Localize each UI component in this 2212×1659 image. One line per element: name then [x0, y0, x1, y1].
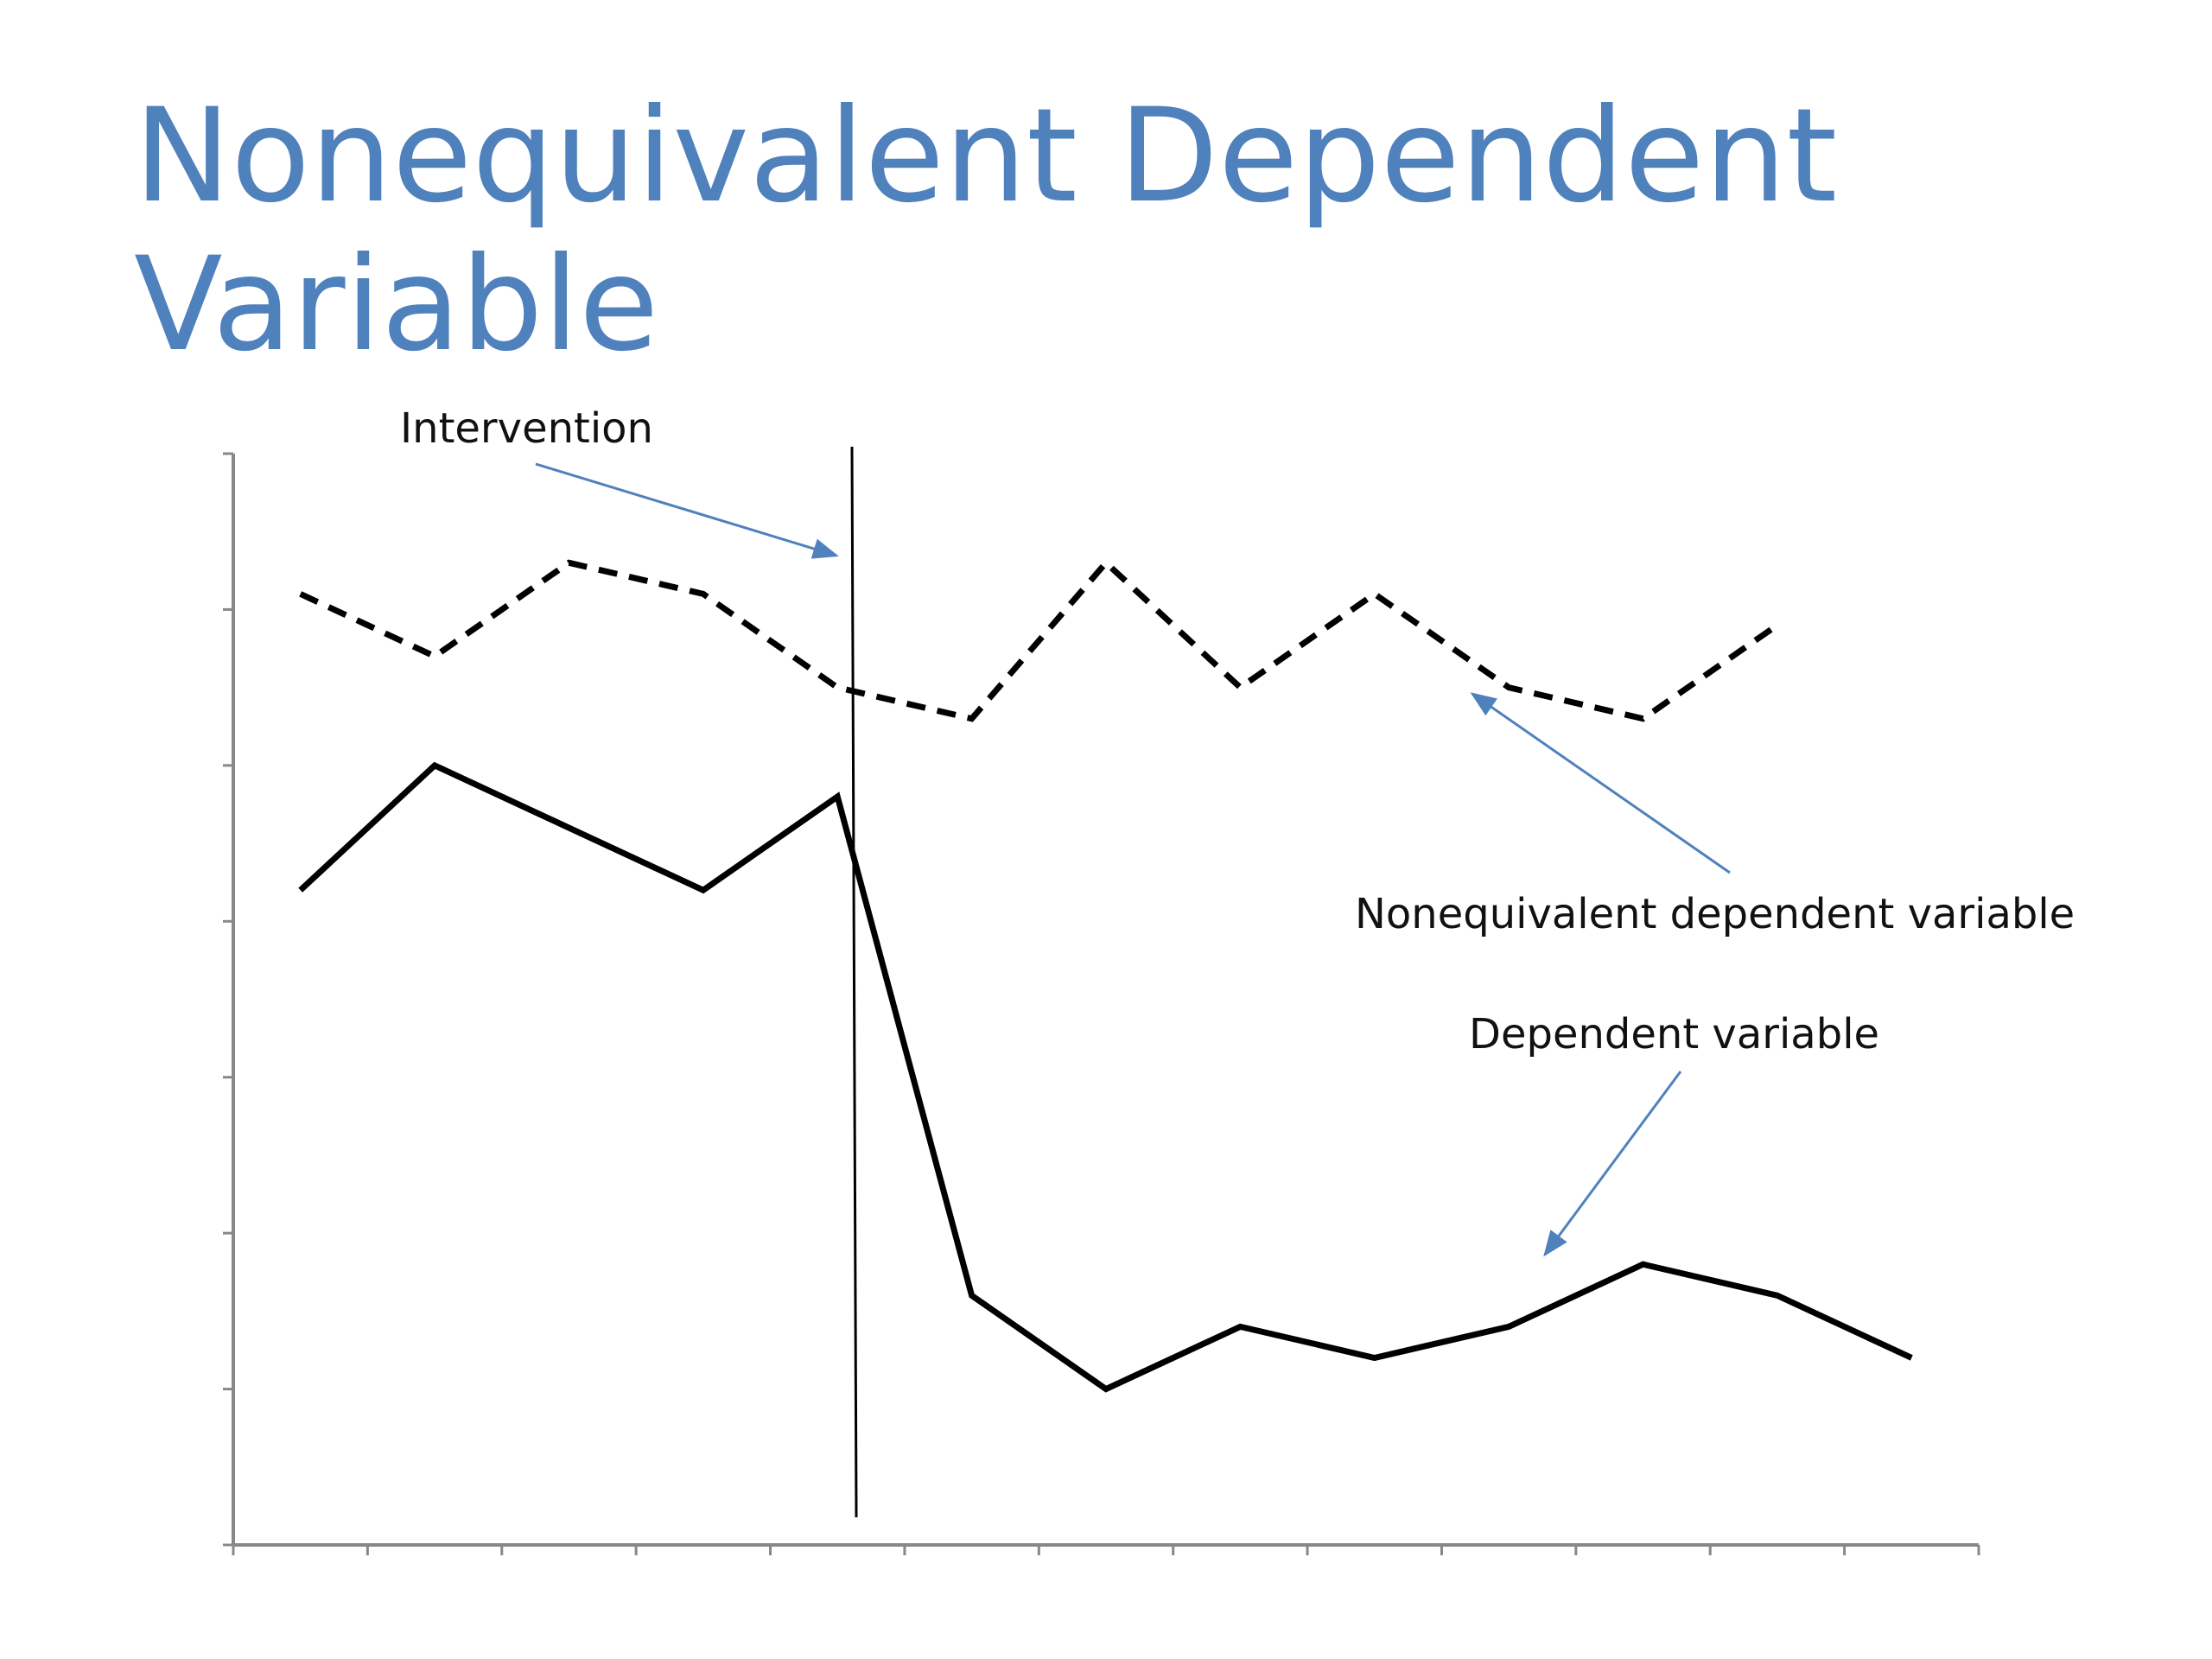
nonequivalent-series-line: [299, 558, 1779, 722]
series-layer: [298, 558, 1913, 1393]
dependent-label: Dependent variable: [1469, 1010, 1879, 1058]
intervention-label: Intervention: [400, 404, 653, 453]
nonequivalent-label: Nonequivalent dependent variable: [1355, 890, 2075, 938]
dependent-arrow: [1543, 1071, 1682, 1257]
x-ticks: [232, 1545, 1980, 1555]
slide-title-line-2: Variable: [134, 230, 659, 380]
slide-title: Nonequivalent Dependent Variable: [134, 82, 2121, 379]
intervention-arrow: [535, 462, 839, 559]
nonequivalent-arrow: [1470, 692, 1731, 874]
slide-title-line-1: Nonequivalent Dependent: [134, 81, 1838, 232]
y-ticks: [223, 452, 233, 1547]
axes: [223, 452, 1980, 1555]
intervention-line: [850, 446, 858, 1518]
dependent-series-line: [298, 761, 1913, 1393]
annotations: Intervention Nonequivalent dependent var…: [400, 404, 2075, 1257]
